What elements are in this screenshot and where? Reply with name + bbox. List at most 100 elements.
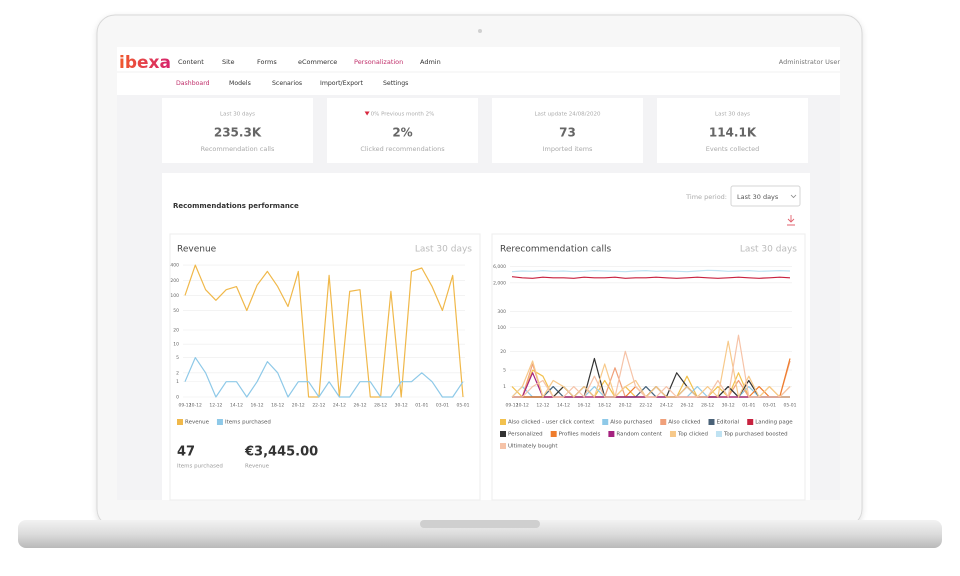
- y-tick-label: 0: [176, 395, 179, 401]
- card-value: 114.1K: [709, 126, 757, 140]
- x-tick-label: 20-12: [619, 403, 632, 409]
- card-value: 73: [559, 126, 576, 140]
- x-tick-label: 01-01: [742, 403, 755, 409]
- x-tick-label: 28-12: [374, 403, 387, 409]
- x-tick-label: 05-01: [783, 403, 796, 409]
- series-line: [512, 334, 791, 398]
- legend-label: Also clicked: [668, 420, 700, 426]
- y-tick-label: 1: [176, 379, 179, 385]
- x-tick-label: 03-01: [436, 403, 449, 409]
- menu-item[interactable]: Personalization: [354, 58, 403, 66]
- calls-card: [491, 233, 806, 501]
- x-tick-label: 12-12: [209, 403, 222, 409]
- menu-item[interactable]: eCommerce: [298, 58, 337, 66]
- x-tick-label: 14-12: [557, 403, 570, 409]
- y-tick-label: 50: [173, 308, 179, 314]
- x-tick-label: 26-12: [353, 403, 366, 409]
- legend-swatch: [216, 419, 223, 425]
- select-chevron: [790, 194, 797, 199]
- stat-value: 47: [177, 445, 195, 460]
- chart-period: Last 30 days: [740, 245, 797, 255]
- laptop-notch: [420, 520, 540, 528]
- submenu-item[interactable]: Scenarios: [272, 80, 302, 87]
- y-tick-label: 10: [173, 342, 179, 348]
- legend-label: Personalized: [508, 432, 543, 438]
- time-period-value: Last 30 days: [737, 193, 779, 201]
- menu-item[interactable]: Content: [178, 58, 204, 66]
- submenu-item[interactable]: Models: [229, 80, 251, 87]
- legend-label: Profiles models: [559, 432, 601, 438]
- legend-swatch: [708, 419, 715, 425]
- y-tick-label: 20: [173, 327, 179, 333]
- submenu-item[interactable]: Dashboard: [176, 80, 210, 87]
- summary-card: [657, 98, 808, 163]
- chart-title: Rerecommendation calls: [500, 245, 611, 255]
- legend-label: Top purchased boosted: [723, 432, 788, 438]
- x-tick-label: 20-12: [292, 403, 305, 409]
- legend-swatch: [602, 419, 609, 425]
- stat-value: €3,445.00: [244, 445, 318, 460]
- y-tick-label: 6,000: [493, 264, 506, 270]
- summary-card: [327, 98, 478, 163]
- stat-label: Items purchased: [177, 464, 223, 470]
- x-tick-label: 24-12: [660, 403, 673, 409]
- card-caption: Imported items: [543, 145, 593, 153]
- card-caption: Recommendation calls: [201, 145, 275, 153]
- x-tick-label: 10-12: [189, 403, 202, 409]
- download-icon[interactable]: [787, 215, 795, 226]
- legend-label: Revenue: [185, 420, 210, 426]
- x-tick-label: 03-01: [763, 403, 776, 409]
- card-label: Last 30 days: [715, 112, 750, 118]
- y-tick-label: 5: [176, 355, 179, 361]
- legend-label: Top clicked: [677, 432, 708, 438]
- y-tick-label: 100: [170, 293, 179, 299]
- series-line: [511, 276, 791, 279]
- user-name[interactable]: Administrator User: [779, 58, 841, 66]
- card-caption: Events collected: [706, 145, 759, 153]
- legend-label: Items purchased: [225, 420, 271, 426]
- trend-down-icon: [364, 111, 370, 116]
- summary-card: [492, 98, 643, 163]
- legend-label: Also purchased: [610, 420, 652, 426]
- time-period-label: Time period:: [685, 193, 727, 201]
- submenu-item[interactable]: Settings: [383, 80, 408, 87]
- x-tick-label: 18-12: [598, 403, 611, 409]
- time-period-select[interactable]: [730, 185, 801, 207]
- legend-swatch: [660, 419, 667, 425]
- x-tick-label: 14-12: [230, 403, 243, 409]
- series-line: [184, 264, 464, 398]
- menu-item[interactable]: Forms: [257, 58, 277, 66]
- series-line: [184, 357, 464, 398]
- stat-label: Revenue: [245, 464, 270, 470]
- menu-item[interactable]: Admin: [420, 58, 441, 66]
- y-tick-label: 20: [500, 349, 506, 355]
- x-tick-label: 18-12: [271, 403, 284, 409]
- x-tick-label: 09-12: [505, 403, 518, 409]
- legend-swatch: [500, 443, 506, 449]
- submenu-item[interactable]: Import/Export: [320, 80, 363, 87]
- camera: [478, 29, 482, 33]
- x-tick-label: 01-01: [415, 403, 428, 409]
- x-tick-label: 22-12: [312, 403, 325, 409]
- x-tick-label: 24-12: [333, 403, 346, 409]
- x-tick-label: 05-01: [456, 403, 469, 409]
- card-label: 0% Previous month 2%: [371, 112, 435, 118]
- x-tick-label: 12-12: [536, 403, 549, 409]
- legend-label: Editorial: [717, 420, 740, 426]
- menu-item[interactable]: Site: [222, 58, 234, 66]
- x-tick-label: 22-12: [639, 403, 652, 409]
- legend-swatch: [500, 431, 506, 437]
- x-tick-label: 16-12: [578, 403, 591, 409]
- summary-card: [162, 98, 313, 163]
- x-tick-label: 16-12: [251, 403, 264, 409]
- y-tick-label: 2,000: [493, 280, 506, 286]
- x-tick-label: 30-12: [722, 403, 735, 409]
- legend-label: Also clicked - user click context: [508, 420, 595, 426]
- y-tick-label: 200: [170, 278, 179, 284]
- x-tick-label: 28-12: [701, 403, 714, 409]
- card-value: 235.3K: [214, 126, 262, 140]
- chart-title: Revenue: [177, 245, 217, 255]
- y-tick-label: 2: [176, 370, 179, 376]
- y-tick-label: 400: [170, 263, 179, 269]
- legend-swatch: [669, 431, 676, 437]
